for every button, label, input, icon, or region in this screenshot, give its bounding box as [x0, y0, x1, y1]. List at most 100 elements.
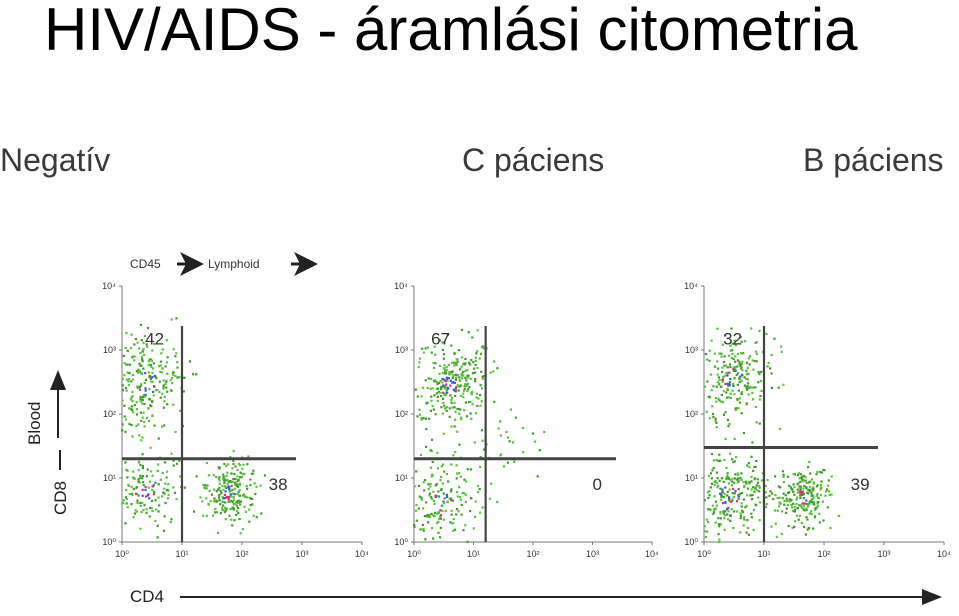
- event-dot: [807, 505, 810, 508]
- event-dot: [707, 395, 710, 398]
- event-dot: [162, 491, 165, 494]
- event-dot: [133, 512, 136, 515]
- event-dot: [740, 412, 743, 415]
- event-dot: [718, 399, 721, 402]
- event-dot: [462, 529, 465, 532]
- event-dot: [137, 371, 140, 374]
- event-dot: [712, 415, 715, 419]
- event-dot: [423, 515, 426, 518]
- event-dot: [131, 493, 134, 496]
- event-dot: [728, 514, 731, 517]
- event-dot: [740, 379, 743, 382]
- event-dot: [217, 477, 220, 480]
- event-dot: [805, 516, 808, 519]
- event-dot: [135, 510, 138, 513]
- event-dot: [471, 403, 474, 406]
- event-dot: [127, 380, 130, 383]
- event-dot: [236, 468, 239, 471]
- event-dot: [758, 485, 761, 488]
- event-dot: [707, 508, 710, 511]
- event-dot: [455, 464, 458, 467]
- event-dot: [175, 352, 178, 355]
- event-dot: [462, 370, 465, 374]
- event-dot: [719, 487, 722, 490]
- event-dot: [827, 484, 830, 487]
- event-dot: [764, 484, 767, 488]
- event-dot: [790, 503, 793, 506]
- event-dot: [455, 377, 458, 380]
- event-dot: [728, 422, 731, 425]
- event-dot: [726, 494, 729, 497]
- event-dot: [732, 527, 735, 530]
- event-dot: [417, 484, 420, 488]
- event-dot: [715, 426, 718, 429]
- event-dot: [438, 372, 441, 375]
- event-dot: [430, 450, 433, 453]
- event-dot: [807, 466, 810, 469]
- event-dot: [721, 366, 724, 369]
- event-dot: [813, 503, 816, 506]
- event-dot: [723, 364, 726, 367]
- event-dot: [821, 500, 824, 503]
- event-dot: [746, 388, 749, 391]
- event-dot: [434, 495, 437, 498]
- event-dot: [456, 430, 459, 433]
- event-dot: [801, 490, 804, 493]
- event-dot: [789, 486, 792, 489]
- event-dot: [799, 485, 802, 488]
- event-dot: [193, 510, 196, 513]
- event-dot: [239, 471, 242, 474]
- event-dot: [810, 510, 813, 513]
- y-tick-label: 10⁴: [684, 281, 698, 291]
- event-dot: [728, 354, 731, 357]
- event-dot: [227, 485, 230, 488]
- event-dot: [163, 492, 166, 495]
- event-dot: [454, 387, 457, 390]
- event-dot: [166, 470, 169, 473]
- event-dot: [731, 349, 734, 352]
- event-dot: [737, 495, 740, 498]
- event-dot: [714, 507, 717, 510]
- event-dot: [231, 501, 234, 504]
- event-dot: [441, 509, 444, 512]
- event-dot: [474, 500, 477, 503]
- event-dot: [245, 484, 248, 488]
- event-dot: [207, 502, 210, 505]
- event-dot: [158, 365, 161, 368]
- event-dot: [445, 409, 448, 412]
- event-dot: [147, 371, 150, 374]
- event-dot: [792, 483, 795, 486]
- event-dot: [151, 400, 154, 403]
- event-dot: [449, 384, 452, 387]
- event-dot: [130, 396, 133, 399]
- event-dot: [449, 371, 452, 374]
- event-dot: [758, 486, 761, 489]
- event-dot: [714, 417, 717, 420]
- event-dot: [739, 336, 742, 339]
- event-dot: [718, 538, 721, 541]
- event-dot: [239, 463, 242, 467]
- event-dot: [158, 504, 161, 507]
- event-dot: [709, 486, 712, 489]
- event-dot: [443, 367, 446, 370]
- event-dot: [468, 361, 471, 364]
- event-dot: [162, 379, 165, 382]
- event-dot: [773, 509, 777, 512]
- event-dot: [230, 484, 233, 488]
- event-dot: [716, 327, 719, 330]
- event-dot: [725, 508, 729, 511]
- event-dot: [476, 350, 479, 353]
- event-dot: [442, 463, 445, 466]
- event-dot: [139, 463, 142, 466]
- event-dot: [724, 334, 727, 337]
- y-tick-label: 10⁰: [684, 537, 698, 547]
- event-dot: [174, 430, 177, 434]
- event-dot: [459, 384, 462, 387]
- event-dot: [433, 511, 436, 514]
- event-dot: [427, 515, 430, 518]
- event-dot: [713, 495, 716, 498]
- event-dot: [445, 369, 448, 372]
- event-dot: [413, 524, 416, 527]
- event-dot: [445, 495, 449, 499]
- event-dot: [145, 475, 148, 478]
